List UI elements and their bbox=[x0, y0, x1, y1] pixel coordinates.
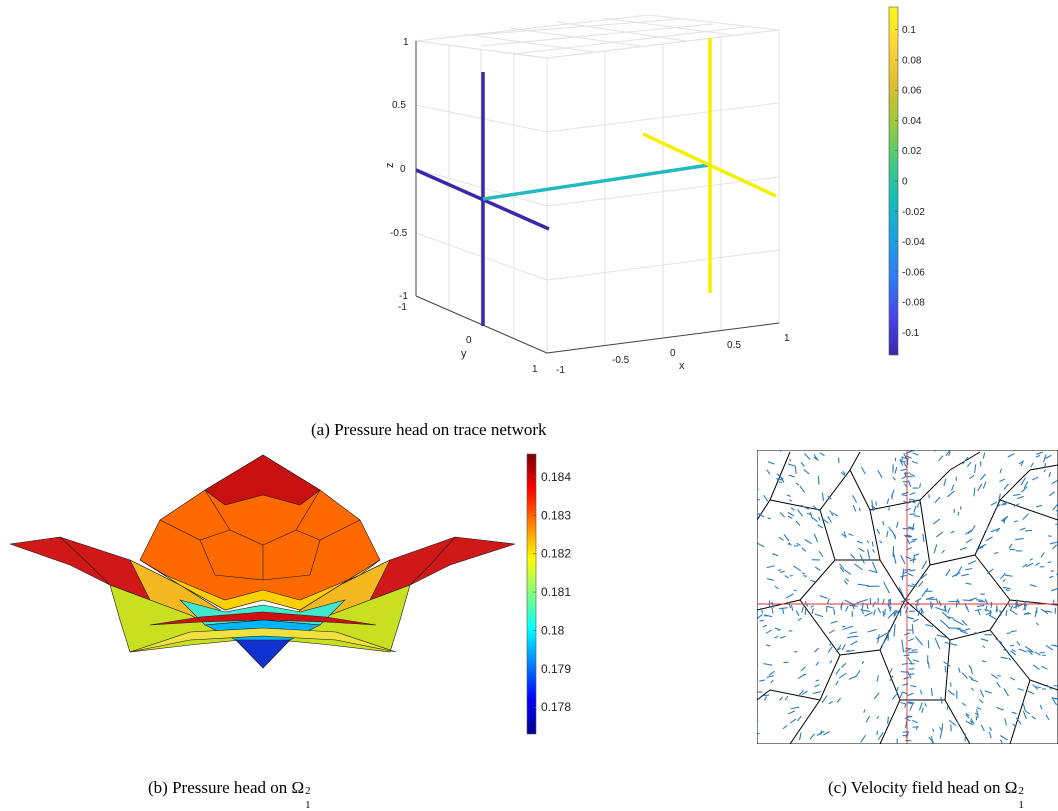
y-tick-label: -1 bbox=[398, 302, 407, 313]
velocity-arrow bbox=[849, 605, 857, 606]
velocity-arrow bbox=[974, 633, 979, 634]
velocity-arrow bbox=[905, 536, 911, 537]
velocity-arrow bbox=[790, 459, 791, 462]
velocity-arrow bbox=[963, 600, 973, 601]
trace-lines bbox=[416, 38, 776, 326]
x-tick-label: -0.5 bbox=[612, 355, 630, 366]
x-tick-label: 0 bbox=[670, 348, 676, 359]
panel-a-tick-labels: 10.50-0.5-1-101-1-0.500.51 bbox=[390, 37, 790, 376]
z-tick-label: 1 bbox=[403, 37, 409, 48]
velocity-arrow bbox=[1010, 645, 1014, 646]
velocity-arrow bbox=[903, 732, 909, 733]
colorbar-a-tick-label: 0.08 bbox=[902, 55, 922, 66]
trace-line bbox=[483, 165, 709, 199]
panel-c bbox=[753, 446, 1058, 745]
colorbar-b-tick-label: 0.181 bbox=[541, 585, 571, 599]
velocity-arrow bbox=[990, 610, 991, 616]
x-axis-label: x bbox=[679, 360, 685, 372]
velocity-arrow bbox=[889, 600, 890, 606]
velocity-arrow bbox=[926, 599, 935, 600]
z-tick-label: -1 bbox=[399, 291, 408, 302]
pressure-surface bbox=[10, 455, 515, 668]
velocity-arrow bbox=[870, 598, 871, 604]
velocity-arrow bbox=[950, 682, 951, 686]
velocity-arrow bbox=[803, 674, 806, 675]
panel-a-box bbox=[416, 15, 779, 353]
x-tick-label: 1 bbox=[784, 333, 790, 344]
colorbar-a-tick-label: 0.02 bbox=[902, 146, 922, 157]
velocity-arrow bbox=[1009, 549, 1015, 550]
y-tick-label: 0 bbox=[466, 335, 472, 346]
velocity-arrow bbox=[976, 550, 979, 551]
velocity-arrow bbox=[947, 706, 948, 710]
colorbar-a-tick-label: 0.04 bbox=[902, 116, 922, 127]
velocity-arrow bbox=[976, 716, 977, 720]
velocity-arrow bbox=[1006, 610, 1007, 616]
caption-c-sup: 2 bbox=[1018, 785, 1024, 797]
colorbar-a-ticks: 0.1 0.08 0.06 0.04 0.02 0 -0.02 -0.04 -0.06 -0.08… bbox=[895, 25, 925, 339]
colorbar-a-tick-label: -0.02 bbox=[902, 207, 925, 218]
caption-a: (a) Pressure head on trace network bbox=[311, 420, 547, 440]
velocity-arrow bbox=[790, 575, 793, 576]
y-axis-label: y bbox=[461, 348, 467, 360]
z-tick-label: 0 bbox=[400, 164, 406, 175]
velocity-arrow bbox=[978, 601, 985, 602]
colorbar-a-tick-label: 0 bbox=[902, 177, 908, 188]
velocity-arrow bbox=[910, 514, 916, 515]
colorbar-a-tick-label: -0.08 bbox=[902, 298, 925, 309]
velocity-arrow bbox=[1051, 571, 1054, 572]
velocity-arrow bbox=[929, 494, 930, 498]
colorbar-a-tick-label: -0.06 bbox=[902, 267, 925, 278]
velocity-arrow bbox=[914, 516, 920, 517]
velocity-arrow bbox=[902, 456, 903, 461]
velocity-arrow bbox=[778, 570, 781, 571]
velocity-arrow bbox=[760, 620, 764, 621]
colorbar-b bbox=[527, 454, 536, 734]
velocity-arrow bbox=[768, 518, 771, 519]
velocity-arrow bbox=[805, 609, 806, 615]
colorbar-a-tick-label: 0.06 bbox=[902, 86, 922, 97]
velocity-arrow bbox=[945, 666, 946, 672]
colorbar-a-tick-label: 0.1 bbox=[902, 25, 916, 36]
caption-b-sup: 2 bbox=[305, 785, 311, 797]
x-tick-label: -1 bbox=[556, 365, 565, 376]
velocity-arrow bbox=[976, 600, 983, 601]
caption-c-sub: 1 bbox=[1018, 799, 1024, 811]
velocity-arrow bbox=[1048, 562, 1052, 563]
colorbar-b-tick-label: 0.178 bbox=[541, 700, 571, 714]
colorbar-a-tick-label: -0.1 bbox=[902, 328, 920, 339]
caption-b-sub: 1 bbox=[305, 799, 311, 811]
velocity-arrow bbox=[818, 476, 819, 485]
z-axis-label: z bbox=[384, 163, 396, 169]
y-tick-label: 1 bbox=[532, 364, 538, 375]
velocity-arrow bbox=[1025, 530, 1032, 531]
panel-b: 0.184 0.183 0.182 0.181 0.18 0.179 0.178 bbox=[10, 454, 571, 734]
colorbar-b-tick-label: 0.184 bbox=[541, 470, 571, 484]
velocity-arrow bbox=[901, 672, 907, 673]
colorbar-b-tick-label: 0.18 bbox=[541, 623, 565, 637]
colorbar-b-tick-label: 0.179 bbox=[541, 662, 571, 676]
z-tick-label: -0.5 bbox=[390, 228, 408, 239]
panel-a: 10.50-0.5-1-101-1-0.500.51 z y x 0.10.08… bbox=[384, 7, 925, 376]
colorbar-b-tick-label: 0.182 bbox=[541, 547, 571, 561]
velocity-arrow bbox=[834, 609, 835, 615]
velocity-arrow bbox=[888, 717, 889, 724]
z-tick-label: 0.5 bbox=[392, 100, 406, 111]
velocity-arrow bbox=[1035, 611, 1036, 617]
x-tick-label: 0.5 bbox=[727, 340, 741, 351]
colorbar-b-ticks: 0.184 0.183 0.182 0.181 0.18 0.179 0.178 bbox=[533, 470, 571, 714]
colorbar-a-tick-label: -0.04 bbox=[902, 237, 925, 248]
velocity-arrow bbox=[903, 528, 909, 529]
panel-a-axes bbox=[416, 41, 779, 353]
velocity-arrow bbox=[803, 576, 807, 577]
colorbar-b-tick-label: 0.183 bbox=[541, 508, 571, 522]
velocity-arrow bbox=[763, 695, 769, 696]
velocity-arrow bbox=[872, 541, 873, 546]
